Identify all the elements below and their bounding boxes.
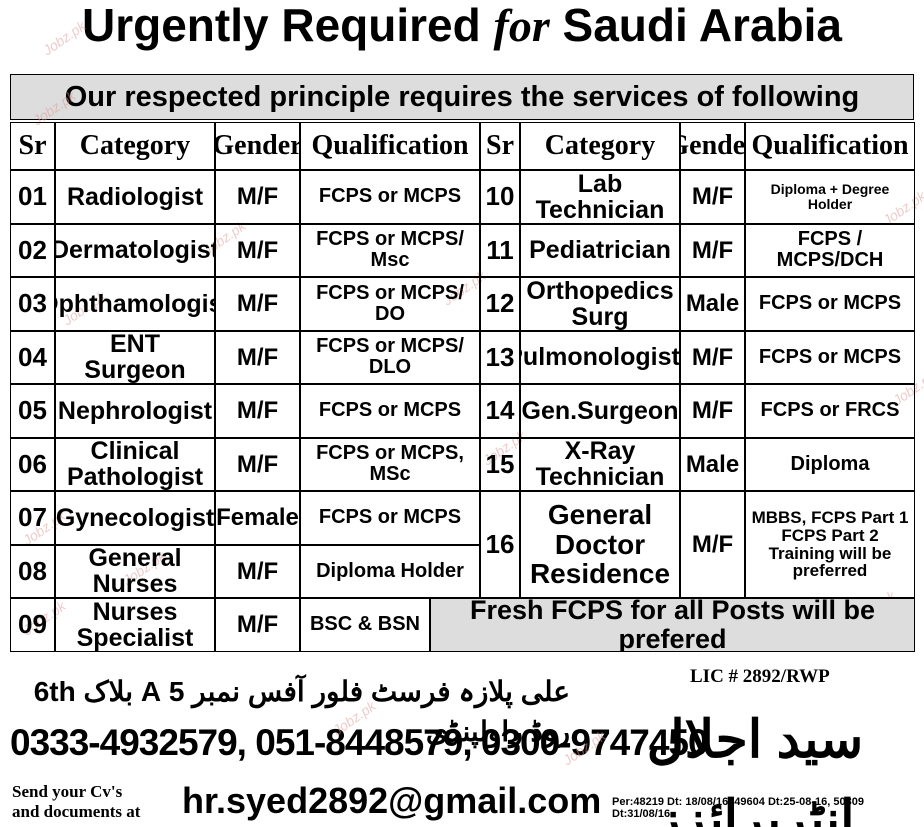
table-cell: FCPS / MCPS/DCH bbox=[745, 223, 915, 277]
table-cell: Male bbox=[680, 437, 745, 491]
table-cell: FCPS or MCPS, MSc bbox=[300, 437, 480, 491]
table-cell: FCPS or FRCS bbox=[745, 384, 915, 438]
table-cell: 04 bbox=[10, 330, 55, 384]
table-cell: Gynecologist bbox=[55, 491, 215, 545]
table-cell: 03 bbox=[10, 277, 55, 331]
column-header: Gender bbox=[215, 122, 300, 170]
table-cell: FCPS or MCPS bbox=[300, 384, 480, 438]
table-cell: M/F bbox=[680, 223, 745, 277]
table-cell: Lab Technician bbox=[520, 170, 680, 224]
table-cell: M/F bbox=[680, 330, 745, 384]
table-cell: M/F bbox=[680, 491, 745, 598]
table-cell: 16 bbox=[480, 491, 520, 598]
table-cell: Diploma Holder bbox=[300, 544, 480, 598]
column-header: Category bbox=[55, 122, 215, 170]
table-cell: 01 bbox=[10, 170, 55, 224]
table-cell: Gen.Surgeon bbox=[520, 384, 680, 438]
column-header: Sr bbox=[480, 122, 520, 170]
table-cell: 02 bbox=[10, 223, 55, 277]
table-cell: 15 bbox=[480, 437, 520, 491]
note: Fresh FCPS for all Posts will be prefere… bbox=[430, 598, 915, 652]
table-cell: Nurses Specialist bbox=[55, 598, 215, 652]
table-cell: FCPS or MCPS/ DLO bbox=[300, 330, 480, 384]
table-cell: General Nurses bbox=[55, 544, 215, 598]
phones: 0333-4932579, 051-8448579, 0300-9747450 bbox=[10, 722, 709, 763]
column-header: Category bbox=[520, 122, 680, 170]
table-cell: 13 bbox=[480, 330, 520, 384]
table-cell: 09 bbox=[10, 598, 55, 652]
company-urdu: سید اجلال انٹرپرائزز bbox=[646, 711, 864, 827]
email: hr.syed2892@gmail.com bbox=[182, 780, 602, 821]
table-cell: X-Ray Technician bbox=[520, 437, 680, 491]
subtitle: Our respected principle requires the ser… bbox=[10, 74, 914, 120]
table-cell: Dermatologist bbox=[55, 223, 215, 277]
table-cell: Diploma + Degree Holder bbox=[745, 170, 915, 224]
table-cell: Pulmonologists bbox=[520, 330, 680, 384]
table-cell: FCPS or MCPS bbox=[300, 491, 480, 545]
table-cell: BSC & BSN bbox=[300, 598, 430, 652]
table-cell: M/F bbox=[215, 170, 300, 224]
table-cell: Orthopedics Surg bbox=[520, 277, 680, 331]
table-cell: 12 bbox=[480, 277, 520, 331]
table-cell: M/F bbox=[215, 437, 300, 491]
send-info: Send your Cv's and documents at bbox=[12, 782, 140, 822]
send-line: Send your Cv's bbox=[12, 782, 123, 801]
column-header: Gender bbox=[680, 122, 745, 170]
title-start: Urgently Required bbox=[81, 0, 481, 51]
table-cell: 11 bbox=[480, 223, 520, 277]
table-cell: 06 bbox=[10, 437, 55, 491]
table-cell: Pediatrician bbox=[520, 223, 680, 277]
title-for: for bbox=[493, 0, 550, 51]
table-cell: M/F bbox=[215, 223, 300, 277]
address-urdu: علی پلازہ فرسٹ فلور آفس نمبر 5 A بلاک 6t… bbox=[33, 676, 570, 747]
table-cell: Ophthamologist bbox=[55, 277, 215, 331]
table-cell: 10 bbox=[480, 170, 520, 224]
table-cell: Clinical Pathologist bbox=[55, 437, 215, 491]
table-cell: 08 bbox=[10, 544, 55, 598]
table-cell: M/F bbox=[680, 170, 745, 224]
table-cell: M/F bbox=[215, 384, 300, 438]
table-cell: 07 bbox=[10, 491, 55, 545]
table-cell: Radiologist bbox=[55, 170, 215, 224]
table-cell: Female bbox=[215, 491, 300, 545]
title-end: Saudi Arabia bbox=[562, 0, 842, 51]
table-cell: MBBS, FCPS Part 1 FCPS Part 2 Training w… bbox=[745, 491, 915, 598]
column-header: Qualification bbox=[745, 122, 915, 170]
table-cell: FCPS or MCPS/ Msc bbox=[300, 223, 480, 277]
table-cell: M/F bbox=[215, 330, 300, 384]
table-cell: FCPS or MCPS bbox=[745, 330, 915, 384]
title: Urgently Required for Saudi Arabia bbox=[0, 0, 924, 51]
license: LIC # 2892/RWP bbox=[690, 666, 830, 687]
table-cell: General Doctor Residence bbox=[520, 491, 680, 598]
table-cell: FCPS or MCPS/ DO bbox=[300, 277, 480, 331]
table-cell: FCPS or MCPS bbox=[745, 277, 915, 331]
table-cell: M/F bbox=[215, 277, 300, 331]
reference: Per:48219 Dt: 18/08/16, 49604 Dt:25-08-1… bbox=[612, 796, 864, 820]
table-cell: M/F bbox=[215, 598, 300, 652]
table-cell: 14 bbox=[480, 384, 520, 438]
column-header: Sr bbox=[10, 122, 55, 170]
table-cell: Diploma bbox=[745, 437, 915, 491]
table-cell: Male bbox=[680, 277, 745, 331]
table-cell: ENT Surgeon bbox=[55, 330, 215, 384]
table-cell: Nephrologist bbox=[55, 384, 215, 438]
table-cell: FCPS or MCPS bbox=[300, 170, 480, 224]
table-cell: 05 bbox=[10, 384, 55, 438]
table-cell: M/F bbox=[680, 384, 745, 438]
table-cell: M/F bbox=[215, 544, 300, 598]
column-header: Qualification bbox=[300, 122, 480, 170]
send-line: and documents at bbox=[12, 802, 141, 821]
